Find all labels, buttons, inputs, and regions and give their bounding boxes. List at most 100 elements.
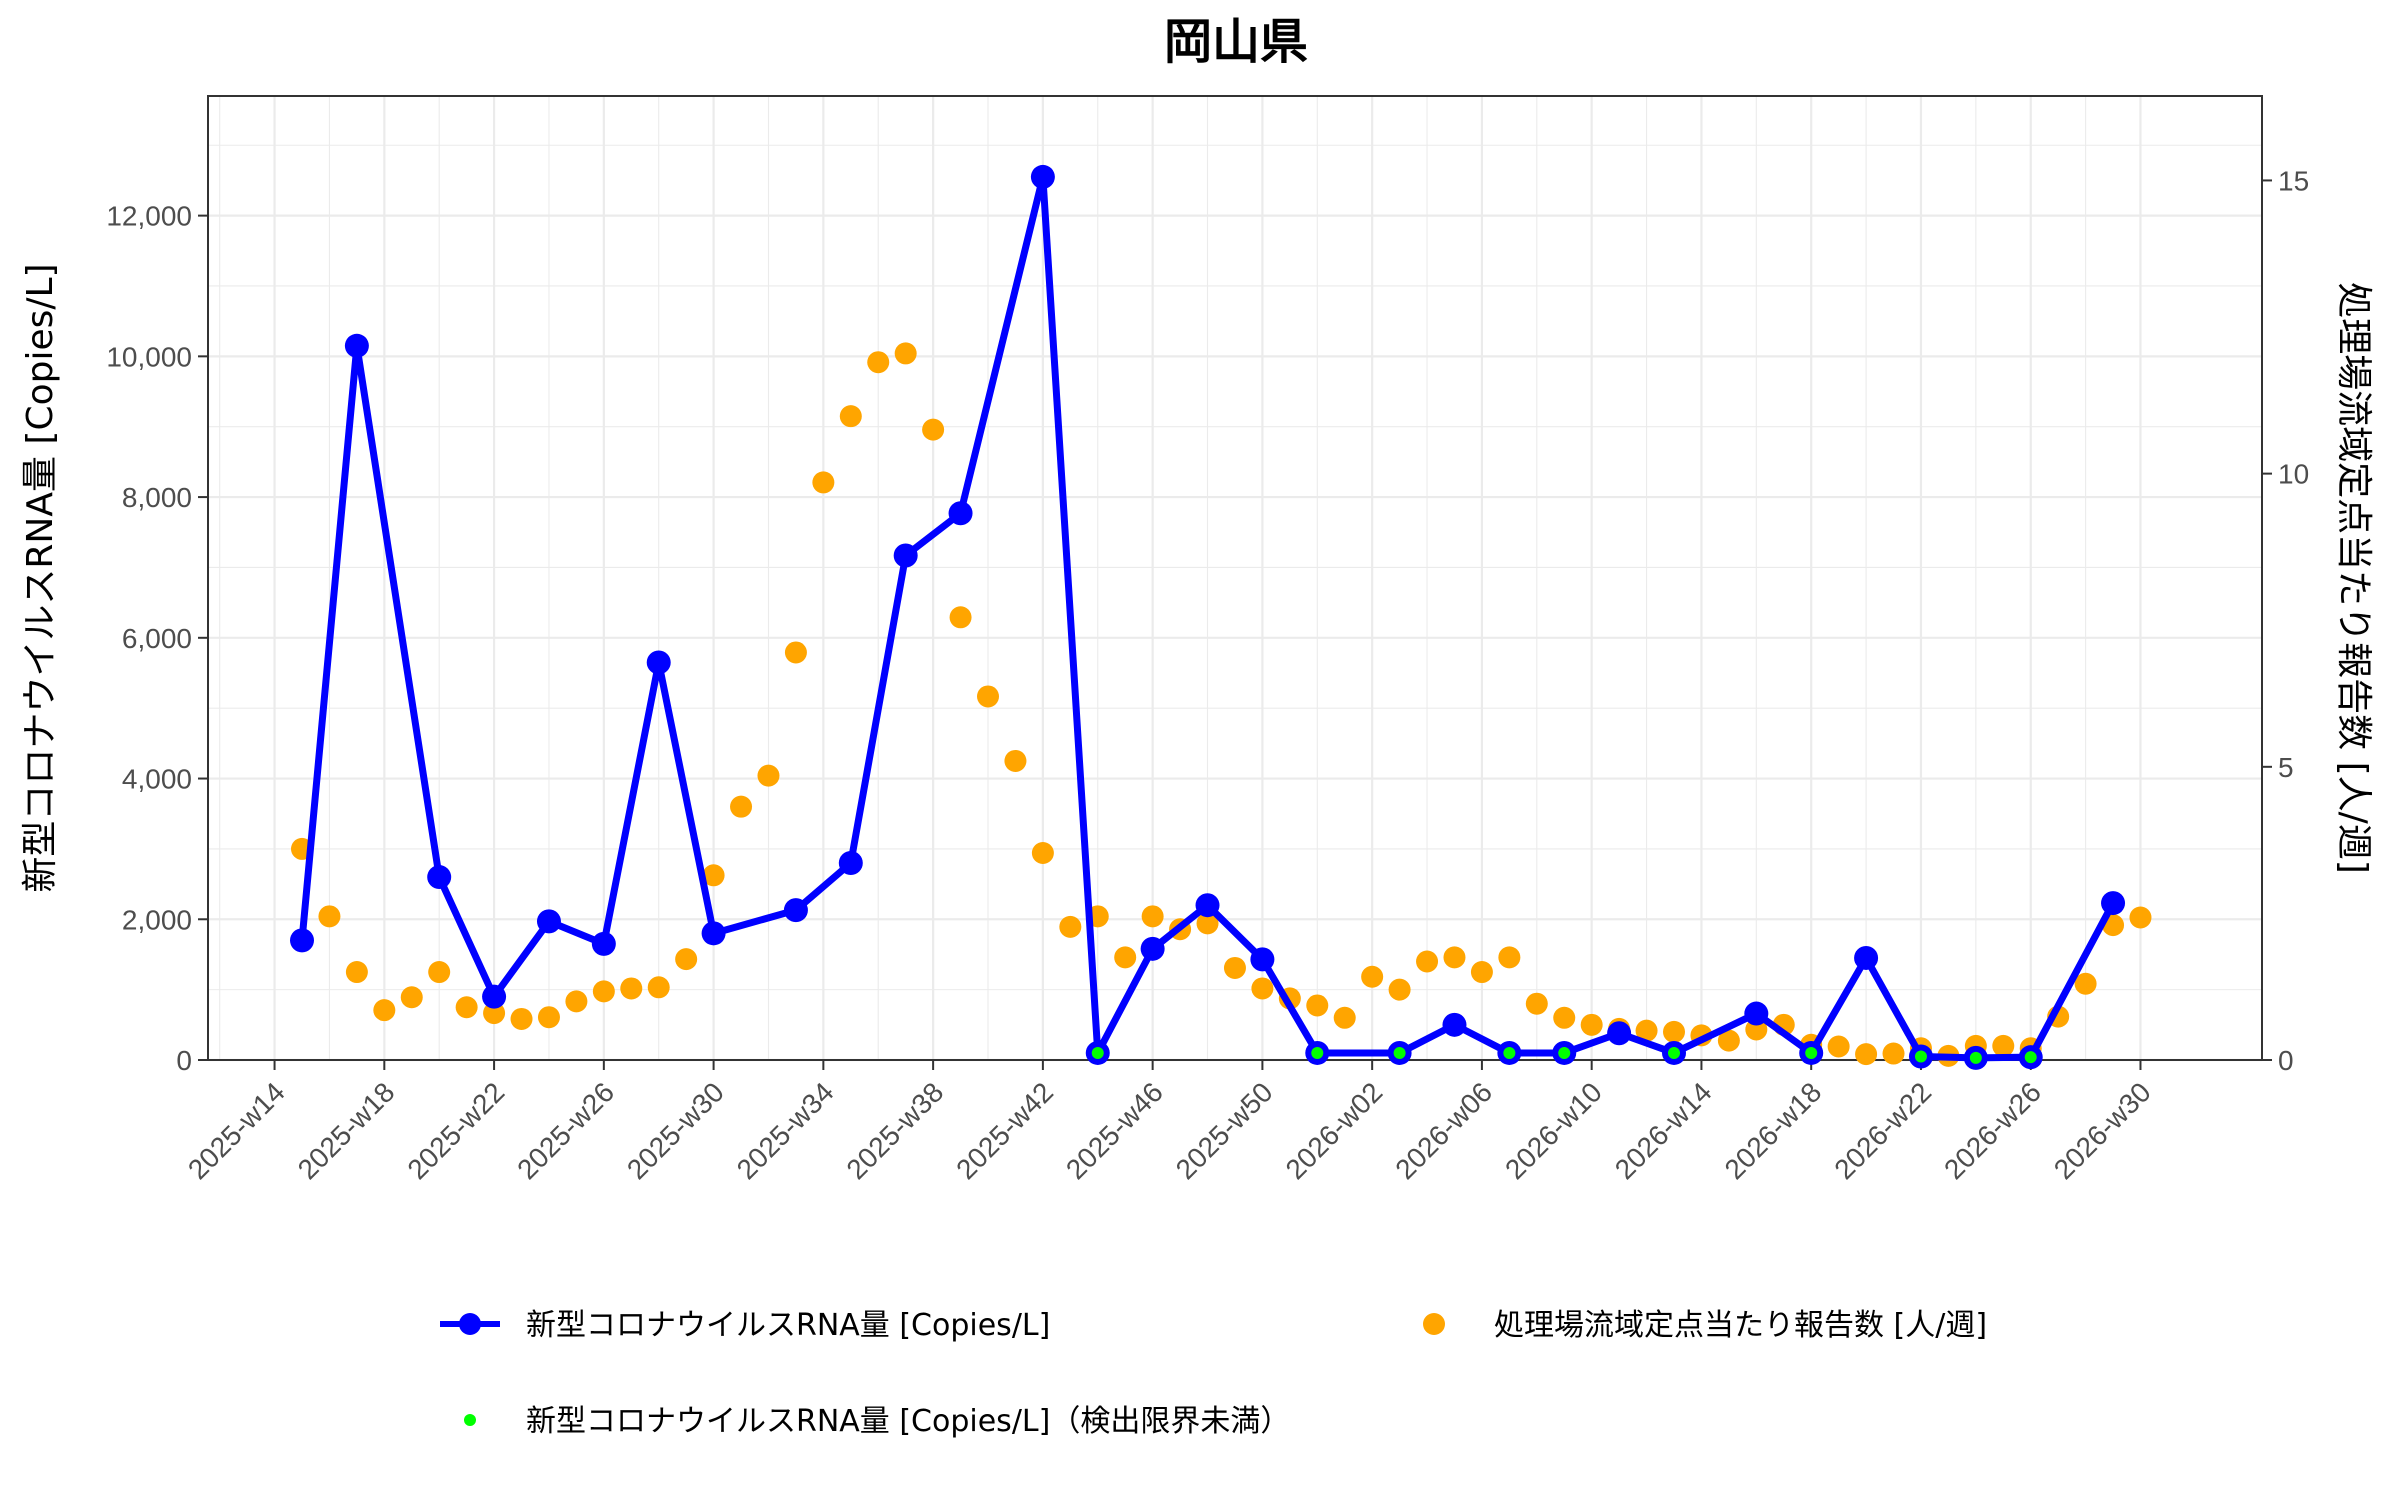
rna-point — [1854, 945, 1879, 970]
reports-point — [1306, 994, 1329, 1017]
x-axis: 2025-w14 2025-w18 2025-w22 2025-w26 2025-w30… — [182, 1060, 2157, 1185]
x-tick-label: 2025-w50 — [1170, 1076, 1279, 1185]
below-limit-point — [1091, 1046, 1104, 1059]
x-tick-label: 2025-w18 — [292, 1076, 401, 1185]
legend-item-reports: 処理場流域定点当たり報告数 [人/週] — [1423, 1308, 1987, 1343]
reports-point — [977, 685, 999, 708]
below-limit-point — [1969, 1051, 1982, 1064]
reports-point — [1059, 915, 1082, 938]
x-tick-label: 2026-w06 — [1389, 1076, 1498, 1185]
reports-point — [1498, 946, 1521, 969]
chart-title: 岡山県 — [1164, 14, 1308, 70]
reports-point — [1141, 905, 1164, 928]
reports-point — [1443, 946, 1466, 969]
x-tick-label: 2025-w26 — [511, 1076, 620, 1185]
right-axis-title: 処理場流域定点当たり報告数 [人/週] — [2333, 282, 2374, 874]
rna-point — [427, 865, 452, 890]
reports-point — [647, 976, 670, 999]
legend-reports-marker — [1423, 1313, 1445, 1335]
reports-point — [702, 864, 725, 887]
legend-rna-marker — [459, 1313, 481, 1335]
reports-point — [839, 405, 862, 428]
x-tick-label: 2025-w38 — [840, 1076, 949, 1185]
right-tick-label: 5 — [2278, 752, 2294, 783]
rna-point — [344, 333, 369, 358]
reports-point — [1223, 956, 1246, 979]
reports-point — [757, 764, 780, 787]
plot-panel-border — [207, 95, 2263, 1061]
reports-point — [894, 342, 917, 365]
minor-grid — [208, 96, 2262, 1060]
rna-point — [1195, 893, 1220, 918]
reports-point — [345, 961, 368, 984]
legend-item-below-limit: 新型コロナウイルスRNA量 [Copies/L]（検出限界未満） — [464, 1404, 1290, 1439]
right-y-axis: 0 5 10 15 — [2262, 165, 2309, 1076]
reports-point — [510, 1007, 533, 1030]
right-tick-label: 15 — [2278, 165, 2309, 196]
reports-point — [1882, 1042, 1905, 1065]
reports-point — [483, 1002, 506, 1025]
below-limit-point — [1311, 1046, 1324, 1059]
x-tick-label: 2026-w22 — [1828, 1076, 1937, 1185]
right-tick-label: 0 — [2278, 1045, 2294, 1076]
rna-point — [1030, 164, 1055, 189]
rna-point — [646, 650, 671, 675]
legend-item-rna: 新型コロナウイルスRNA量 [Copies/L] — [440, 1308, 1050, 1343]
legend: 新型コロナウイルスRNA量 [Copies/L] 処理場流域定点当たり報告数 [… — [440, 1308, 1987, 1439]
left-tick-label: 4,000 — [122, 764, 192, 795]
rna-point — [536, 909, 561, 934]
rna-point — [948, 501, 973, 526]
left-axis-title: 新型コロナウイルスRNA量 [Copies/L] — [20, 263, 61, 892]
reports-point — [1580, 1013, 1603, 1036]
reports-point — [1553, 1006, 1576, 1029]
reports-point — [1525, 992, 1548, 1015]
x-tick-label: 2025-w42 — [950, 1076, 1059, 1185]
rna-point — [783, 898, 808, 923]
legend-rna-label: 新型コロナウイルスRNA量 [Copies/L] — [526, 1308, 1050, 1343]
reports-point — [318, 905, 341, 928]
reports-point — [537, 1006, 560, 1029]
rna-series — [290, 164, 2126, 1070]
reports-point — [867, 351, 890, 374]
x-tick-label: 2025-w30 — [621, 1076, 730, 1185]
reports-point — [1663, 1020, 1685, 1043]
reports-point — [428, 961, 451, 984]
reports-point — [949, 606, 972, 629]
reports-point — [784, 641, 807, 664]
reports-point — [1827, 1035, 1850, 1058]
left-y-axis: 0 2,000 4,000 6,000 8,000 10,000 12,000 — [106, 201, 208, 1076]
reports-point — [2129, 906, 2152, 929]
left-tick-label: 12,000 — [106, 201, 192, 232]
reports-point — [1992, 1034, 2015, 1057]
rna-point — [838, 850, 863, 875]
reports-point — [922, 418, 945, 441]
below-limit-point — [2024, 1051, 2037, 1064]
x-tick-label: 2026-w18 — [1719, 1076, 1828, 1185]
below-limit-point — [1668, 1046, 1680, 1059]
major-grid — [208, 96, 2262, 1062]
legend-below-limit-label: 新型コロナウイルスRNA量 [Copies/L]（検出限界未満） — [526, 1404, 1290, 1439]
left-tick-label: 6,000 — [122, 623, 192, 654]
below-limit-point — [1805, 1046, 1818, 1059]
reports-point — [1251, 977, 1274, 1000]
rna-point — [1140, 936, 1165, 961]
reports-point — [592, 980, 615, 1003]
rna-point — [1744, 1001, 1769, 1026]
rna-point — [701, 921, 726, 946]
reports-point — [1855, 1043, 1878, 1066]
reports-point — [1196, 912, 1219, 935]
left-tick-label: 8,000 — [122, 482, 192, 513]
reports-point — [1361, 965, 1384, 988]
x-tick-label: 2026-w30 — [2048, 1076, 2157, 1185]
reports-point — [455, 996, 478, 1019]
reports-point — [373, 999, 396, 1022]
x-tick-label: 2026-w02 — [1280, 1076, 1389, 1185]
reports-point — [400, 986, 423, 1009]
reports-point — [675, 948, 698, 971]
below-limit-point — [1503, 1046, 1516, 1059]
reports-point — [1416, 950, 1439, 973]
x-tick-label: 2026-w26 — [1938, 1076, 2047, 1185]
reports-point — [1388, 978, 1411, 1001]
legend-below-limit-marker — [464, 1414, 476, 1426]
